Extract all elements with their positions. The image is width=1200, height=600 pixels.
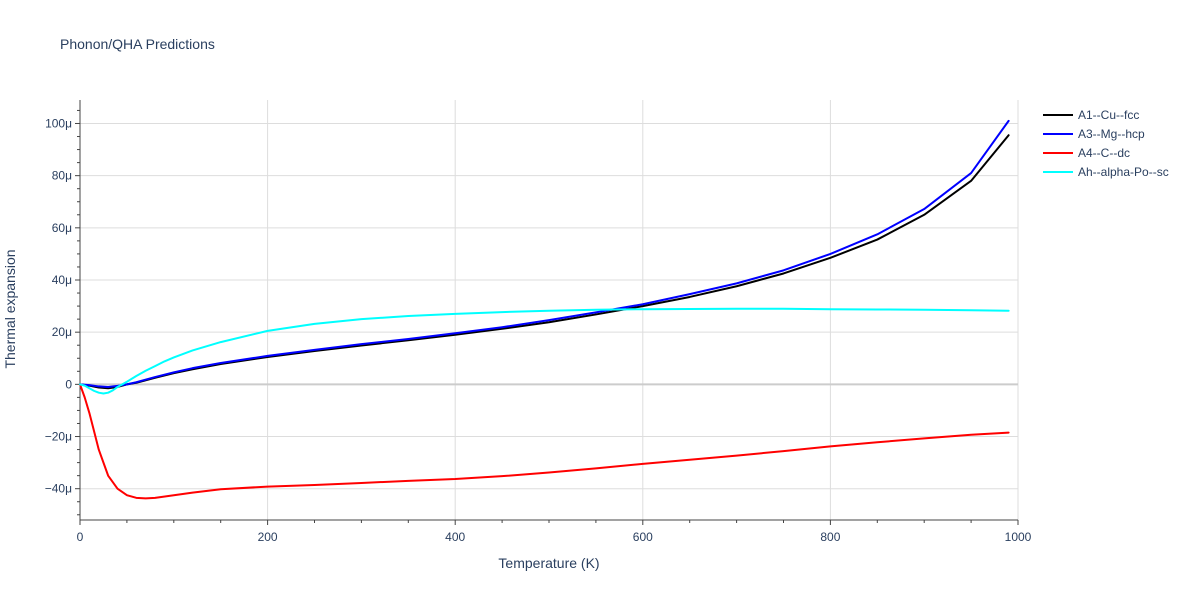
x-tick-label: 0 <box>77 530 84 544</box>
y-tick-label: 60μ <box>52 221 72 235</box>
x-tick-label: 600 <box>633 530 653 544</box>
series-layer <box>79 119 1010 500</box>
legend-label: A3--Mg--hcp <box>1078 127 1145 141</box>
series-line-ah-alpha-po-sc <box>79 307 1010 395</box>
y-tick-label: 100μ <box>45 116 72 130</box>
x-tick-label: 400 <box>445 530 465 544</box>
series-line-a1-cu-fcc <box>79 134 1010 390</box>
x-tick-label: 200 <box>258 530 278 544</box>
legend-label: Ah--alpha-Po--sc <box>1078 165 1169 179</box>
chart-title: Phonon/QHA Predictions <box>60 36 215 52</box>
y-tick-label: −20μ <box>45 430 72 444</box>
legend-item-a3-mg-hcp[interactable]: A3--Mg--hcp <box>1043 127 1145 141</box>
x-tick-label: 1000 <box>1005 530 1032 544</box>
legend-layer[interactable]: A1--Cu--fcc A3--Mg--hcp A4--C--dc Ah--alpha… <box>1043 108 1169 179</box>
legend-item-a4-c-dc[interactable]: A4--C--dc <box>1043 146 1130 160</box>
series-line-a3-mg-hcp <box>79 119 1010 388</box>
y-tick-label: 0 <box>65 377 72 391</box>
y-axis-title: Thermal expansion <box>2 249 18 368</box>
series-line-a4-c-dc <box>79 383 1010 500</box>
y-tick-label: 20μ <box>52 325 72 339</box>
y-tick-label: 40μ <box>52 273 72 287</box>
legend-item-a1-cu-fcc[interactable]: A1--Cu--fcc <box>1043 108 1139 122</box>
x-axis-title: Temperature (K) <box>498 555 599 571</box>
legend-label: A1--Cu--fcc <box>1078 108 1139 122</box>
y-tick-label: 80μ <box>52 169 72 183</box>
x-tick-label: 800 <box>820 530 840 544</box>
y-tick-label: −40μ <box>45 482 72 496</box>
legend-item-ah-alpha-po-sc[interactable]: Ah--alpha-Po--sc <box>1043 165 1169 179</box>
axes-layer: 0 200 400 600 800 1000 −40μ −20μ 0 20μ 40μ 60μ 80μ 10… <box>45 100 1032 544</box>
legend-label: A4--C--dc <box>1078 146 1130 160</box>
